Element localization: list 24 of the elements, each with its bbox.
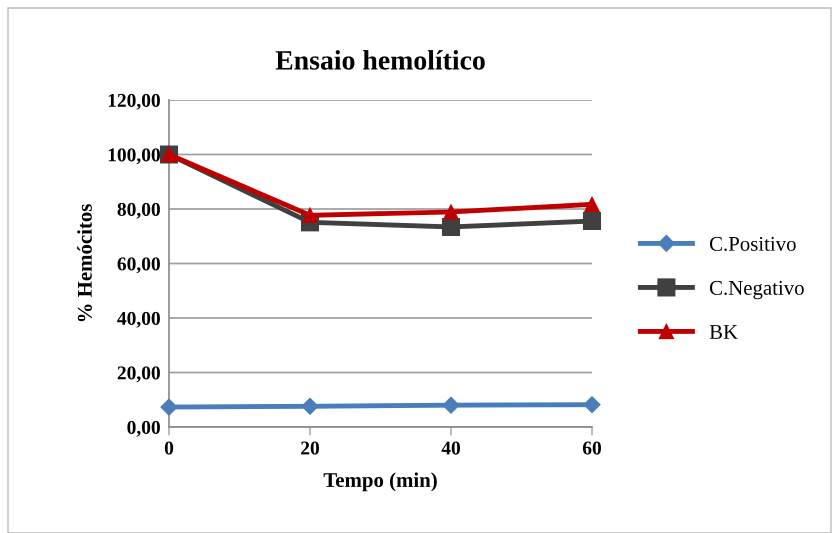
point xyxy=(442,218,460,236)
x-axis-title: Tempo (min) xyxy=(324,472,437,492)
legend-label: C.Negativo xyxy=(710,280,804,300)
legend-label: BK xyxy=(710,325,738,339)
y-tick-label: 20,00 xyxy=(118,366,160,382)
x-tick-label: 60 xyxy=(582,441,601,455)
point xyxy=(302,208,318,223)
y-tick-label: 120,00 xyxy=(108,94,160,110)
y-tick-label: 60,00 xyxy=(118,257,160,274)
point xyxy=(584,196,600,212)
x-tick-label: 40 xyxy=(442,441,460,455)
point xyxy=(582,212,602,230)
y-tick-label: 100,00 xyxy=(108,148,160,164)
chart-title: Ensaio hemolítico xyxy=(276,50,485,70)
y-tick-label: 0,00 xyxy=(127,420,160,437)
point xyxy=(443,204,459,220)
y-tick-label: 80,00 xyxy=(118,202,160,219)
point xyxy=(583,396,601,414)
point xyxy=(160,398,178,416)
x-tick-label: 0 xyxy=(164,441,174,455)
y-axis-title: % Hemócitos xyxy=(77,204,92,322)
y-tick-label: 40,00 xyxy=(117,312,160,328)
x-tick-label: 20 xyxy=(301,441,319,455)
legend-label: C.Positivo xyxy=(710,236,796,251)
